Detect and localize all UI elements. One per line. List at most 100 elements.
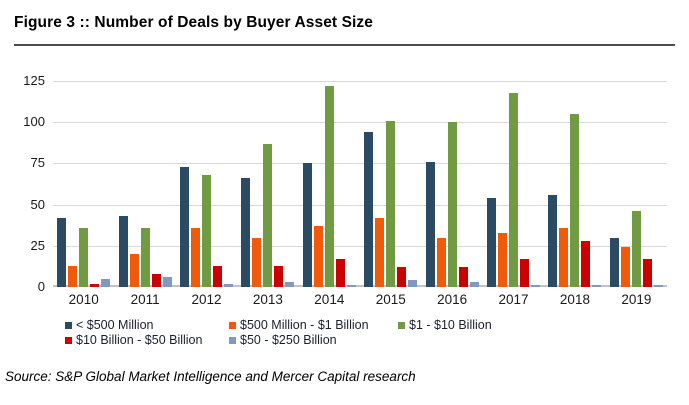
bar [397, 267, 407, 287]
bar [458, 267, 468, 287]
bar [570, 114, 580, 287]
bar [57, 218, 67, 287]
bar [263, 144, 273, 287]
bar [447, 122, 457, 287]
bar [213, 266, 223, 287]
y-tick-label: 100 [23, 114, 45, 130]
bar [436, 238, 446, 287]
gridline [53, 81, 667, 82]
y-tick-label: 75 [30, 155, 45, 171]
bar [252, 238, 262, 287]
gridline [53, 163, 667, 165]
x-tick-label: 2015 [375, 292, 406, 307]
legend-item: $1 - $10 Billion [398, 318, 492, 333]
bar [620, 247, 630, 287]
bar [118, 216, 128, 287]
bar [285, 282, 295, 287]
bar-group-2013 [237, 81, 298, 287]
plot-area [53, 81, 667, 287]
bar [375, 218, 385, 287]
legend-item: < $500 Million [65, 318, 229, 333]
gridline [53, 122, 667, 124]
legend-swatch-icon [229, 322, 236, 329]
bar [180, 167, 190, 287]
bar [68, 266, 78, 287]
x-tick-label: 2012 [191, 292, 222, 307]
bar-group-2017 [483, 81, 544, 287]
bar-group-2014 [299, 81, 360, 287]
legend-item: $50 - $250 Billion [229, 333, 398, 348]
bar [520, 259, 530, 287]
x-tick-label: 2013 [252, 292, 283, 307]
bar-group-2018 [544, 81, 605, 287]
bar [609, 238, 619, 287]
bar [469, 282, 479, 287]
bar [313, 226, 323, 287]
x-tick-label: 2017 [498, 292, 529, 307]
bar [129, 254, 139, 287]
bar [140, 228, 150, 287]
bar [162, 277, 172, 287]
bar [151, 274, 161, 287]
legend-label: $1 - $10 Billion [409, 318, 492, 332]
legend-swatch-icon [229, 337, 236, 344]
bar [101, 279, 111, 287]
bar-groups [53, 81, 667, 287]
bar [653, 285, 663, 287]
bar [498, 233, 508, 287]
bar [274, 266, 284, 287]
bar [224, 284, 234, 287]
legend-item: $500 Million - $1 Billion [229, 318, 398, 333]
bar [79, 228, 89, 287]
x-tick-label: 2010 [68, 292, 99, 307]
y-axis: 0 25 50 75 100 125 [0, 73, 45, 294]
bar [324, 86, 334, 287]
bar [335, 259, 345, 287]
legend-label: $50 - $250 Billion [240, 333, 337, 347]
bar-group-2019 [606, 81, 667, 287]
legend-swatch-icon [65, 322, 72, 329]
bar [408, 280, 418, 287]
legend-label: $10 Billion - $50 Billion [76, 333, 203, 347]
source-note: Source: S&P Global Market Intelligence a… [5, 369, 416, 384]
bar-group-2012 [176, 81, 237, 287]
bar [302, 163, 312, 287]
bar [386, 121, 396, 287]
bar [90, 284, 100, 287]
bar [559, 228, 569, 287]
y-tick-label: 125 [23, 73, 45, 88]
bar [642, 259, 652, 287]
bar [364, 132, 374, 287]
title-divider [14, 44, 675, 46]
legend-item: $10 Billion - $50 Billion [65, 333, 229, 348]
bar [548, 195, 558, 287]
bar-group-2015 [360, 81, 421, 287]
bar [509, 93, 519, 287]
gridline [53, 245, 667, 247]
legend-label: $500 Million - $1 Billion [240, 318, 369, 332]
bar [425, 162, 435, 287]
y-tick-label: 25 [30, 237, 45, 253]
bar [346, 285, 356, 287]
bar-group-2016 [421, 81, 482, 287]
bar [202, 175, 212, 287]
x-tick-label: 2016 [437, 292, 468, 307]
x-tick-label: 2019 [621, 292, 652, 307]
legend-swatch-icon [65, 337, 72, 344]
gridline [53, 204, 667, 206]
bar [191, 228, 201, 287]
bar [241, 178, 251, 287]
bar [592, 285, 602, 287]
bar [487, 198, 497, 287]
bar [531, 285, 541, 287]
x-axis: 2010 2011 2012 2013 2014 2015 2016 2017 2018 2019 [53, 292, 667, 307]
legend-label: < $500 Million [76, 318, 154, 332]
y-tick-label: 0 [37, 279, 45, 294]
legend-swatch-icon [398, 322, 405, 329]
bar [581, 241, 591, 287]
x-tick-label: 2011 [130, 292, 160, 307]
bar-group-2010 [53, 81, 114, 287]
chart-legend: < $500 Million $500 Million - $1 Billion $… [65, 318, 492, 348]
x-axis-line [53, 285, 667, 287]
